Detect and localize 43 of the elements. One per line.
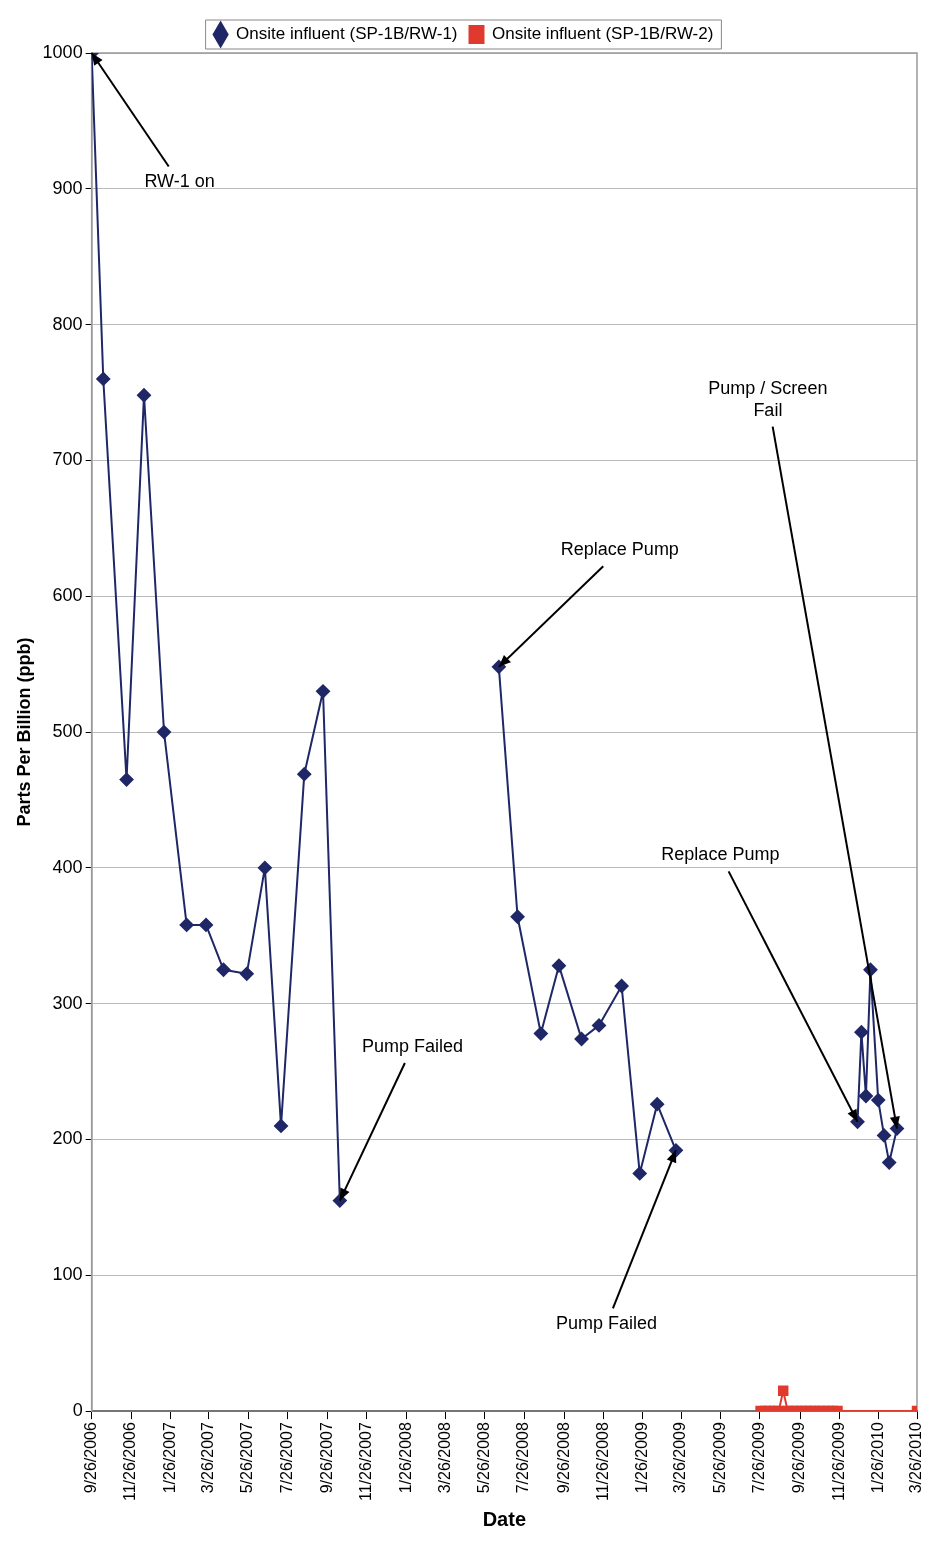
x-tick-label: 11/26/2009 xyxy=(829,1422,847,1501)
x-tick-label: 1/26/2010 xyxy=(869,1422,887,1494)
y-tick-label: 300 xyxy=(52,992,83,1013)
annotation: Replace Pump xyxy=(661,844,780,865)
x-tick-label: 9/26/2008 xyxy=(554,1422,572,1494)
x-tick-label: 11/26/2008 xyxy=(593,1422,611,1501)
x-tick-label: 7/26/2007 xyxy=(277,1422,295,1494)
x-tick-label: 7/26/2008 xyxy=(514,1422,532,1494)
x-tick-label: 1/26/2007 xyxy=(160,1422,178,1494)
legend-label: Onsite influent (SP-1B/RW-1) xyxy=(236,24,458,44)
annotation: Pump Failed xyxy=(361,1036,463,1056)
annotation: Pump / Screen Fail xyxy=(708,377,828,420)
y-axis-title: Parts Per Billion (ppb) xyxy=(13,637,34,827)
annotation: RW-1 on xyxy=(144,171,215,192)
y-tick-label: 600 xyxy=(52,585,83,606)
x-tick-label: 1/26/2009 xyxy=(633,1422,651,1494)
x-tick-label: 5/26/2008 xyxy=(475,1422,493,1494)
y-tick-label: 0 xyxy=(72,1400,83,1421)
y-tick-label: 800 xyxy=(52,313,83,334)
legend-label: Onsite influent (SP-1B/RW-2) xyxy=(492,24,714,44)
y-tick-label: 100 xyxy=(52,1264,83,1285)
x-tick-label: 9/26/2006 xyxy=(82,1422,100,1494)
x-tick-label: 11/26/2006 xyxy=(121,1422,139,1501)
x-tick-label: 3/26/2009 xyxy=(671,1422,689,1494)
y-tick-label: 200 xyxy=(52,1128,83,1149)
y-tick-label: 1000 xyxy=(42,41,83,62)
x-tick-label: 11/26/2007 xyxy=(357,1422,375,1501)
x-axis-title: Date xyxy=(482,1507,526,1530)
y-tick-label: 700 xyxy=(52,449,83,470)
x-tick-label: 3/26/2008 xyxy=(435,1422,453,1494)
x-tick-label: 5/26/2007 xyxy=(238,1422,256,1494)
y-tick-label: 900 xyxy=(52,177,83,198)
annotation: Replace Pump xyxy=(560,539,679,560)
x-tick-label: 7/26/2009 xyxy=(750,1422,768,1494)
x-tick-label: 9/26/2009 xyxy=(790,1422,808,1494)
y-tick-label: 400 xyxy=(52,856,83,877)
x-tick-label: 3/26/2010 xyxy=(907,1422,925,1494)
x-tick-label: 5/26/2009 xyxy=(710,1422,728,1494)
y-tick-label: 500 xyxy=(52,721,83,742)
annotation: Pump Failed xyxy=(556,1313,658,1334)
x-tick-label: 3/26/2007 xyxy=(199,1422,217,1494)
x-tick-label: 1/26/2008 xyxy=(396,1422,414,1494)
x-tick-label: 9/26/2007 xyxy=(317,1422,335,1494)
